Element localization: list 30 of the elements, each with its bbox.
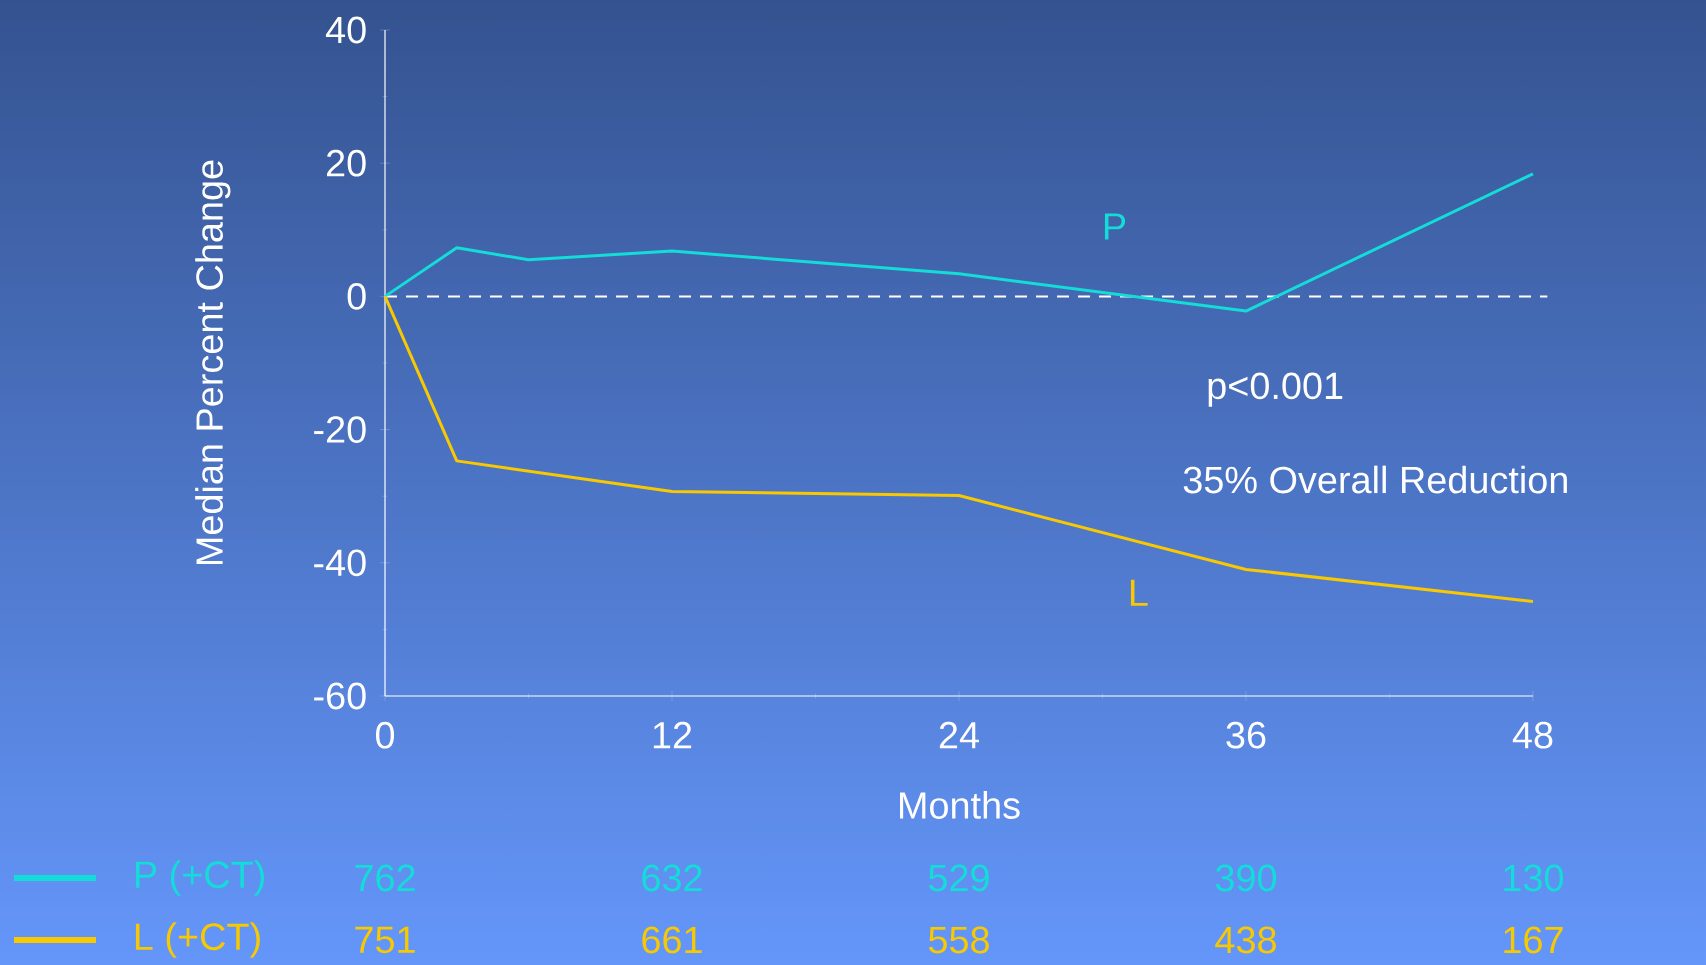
line-series: [383, 172, 1535, 313]
text: 529: [928, 864, 989, 892]
y-tick-label: -60: [314, 682, 366, 710]
y-tick-label: 20: [326, 149, 366, 177]
text: 390: [1215, 864, 1277, 892]
text: 751: [355, 926, 415, 954]
text: 762: [355, 864, 415, 892]
text: 558: [928, 926, 989, 954]
y-axis-title: Median Percent Change: [195, 160, 231, 565]
x-tick-label: 12: [653, 721, 692, 749]
annotation: 35% Overall Reduction: [1183, 465, 1567, 494]
annotation: L: [1130, 579, 1148, 606]
x-tick-label: 48: [1512, 721, 1553, 749]
x-tick-label: 36: [1226, 721, 1266, 749]
text: 130: [1504, 864, 1564, 892]
x-tick-label: 0: [375, 721, 395, 749]
annotation: p<0.001: [1208, 372, 1343, 407]
y-tick-label: 0: [347, 282, 366, 310]
x-tick-label: 24: [939, 721, 979, 749]
legend-label: P (+CT): [135, 860, 265, 896]
text: 632: [642, 864, 702, 892]
text: 661: [642, 926, 702, 954]
text: 438: [1215, 926, 1276, 954]
x-axis-title: Months: [900, 791, 1020, 819]
y-tick-label: 40: [325, 16, 366, 44]
y-tick-label: -40: [314, 549, 366, 577]
text: 167: [1504, 926, 1563, 954]
annotation: P: [1104, 213, 1126, 240]
y-tick-label: -20: [314, 416, 366, 443]
legend-label: L (+CT): [135, 922, 260, 958]
